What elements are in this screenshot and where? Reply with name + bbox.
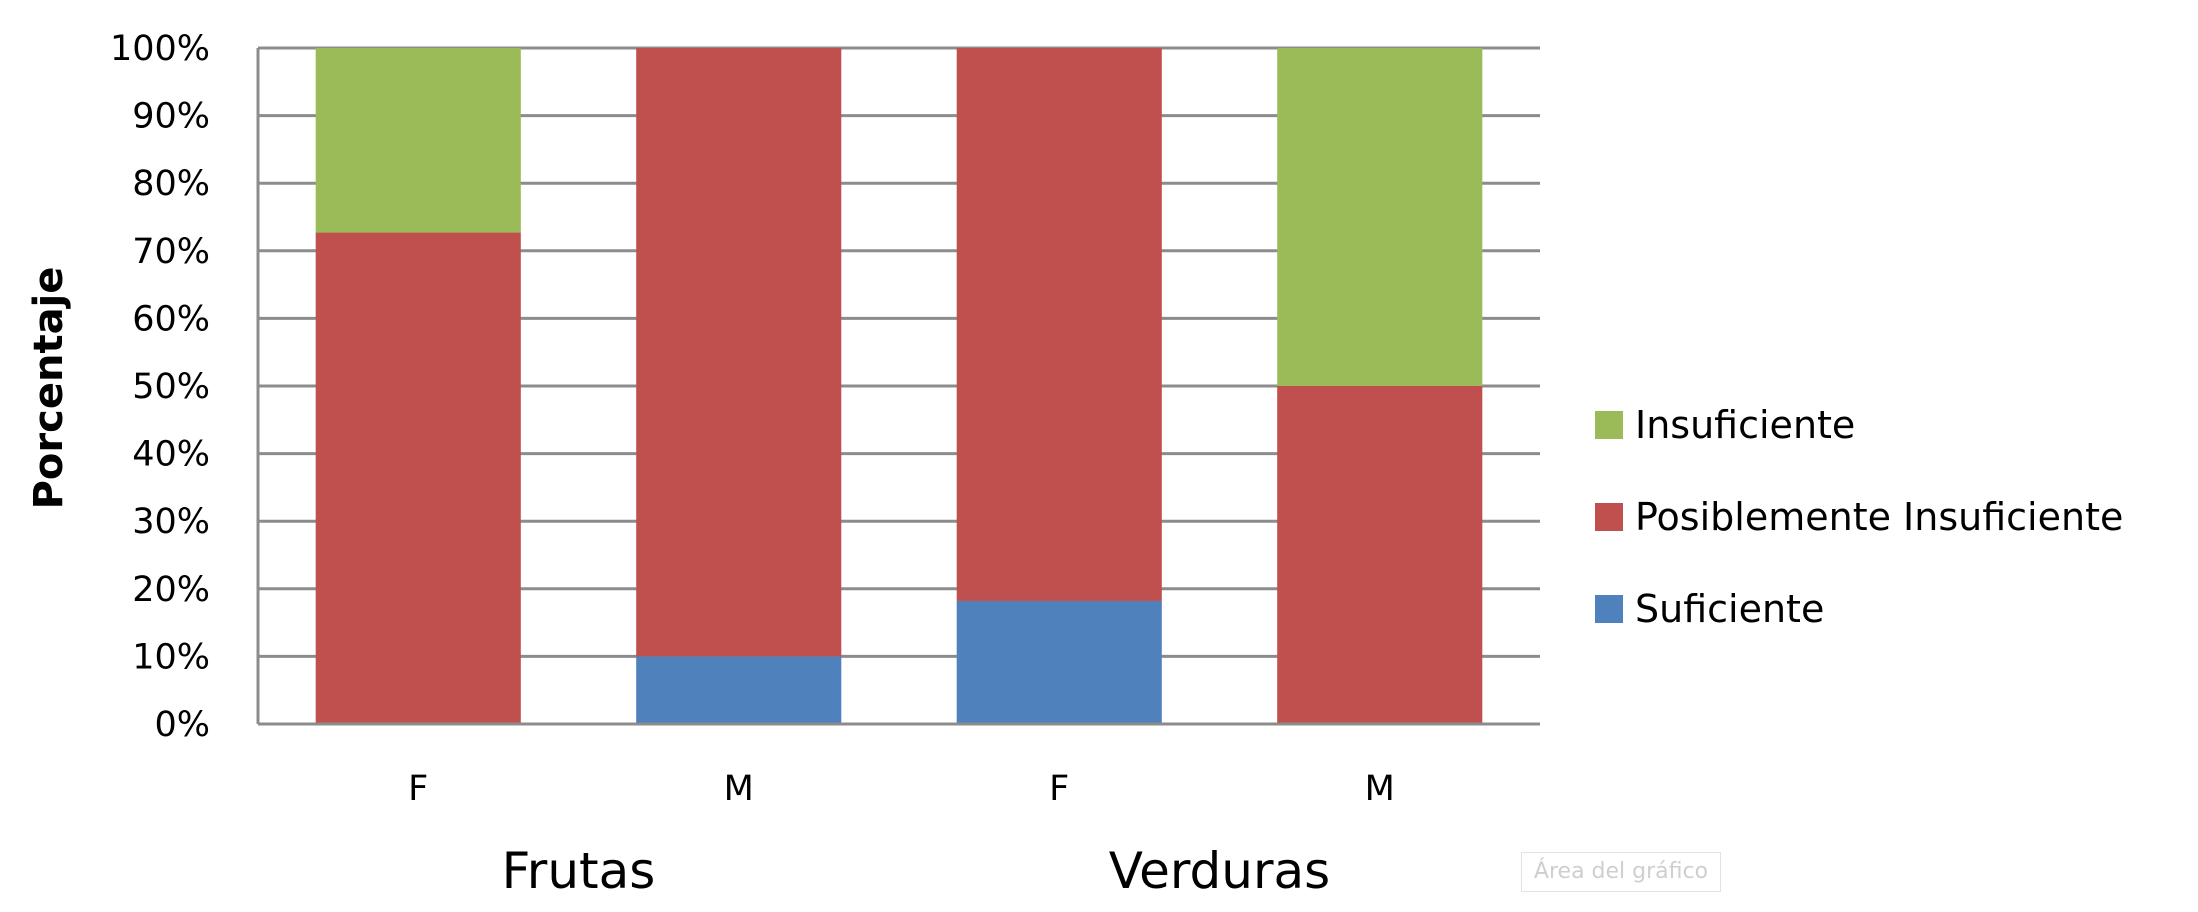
y-tick-label: 40% xyxy=(132,435,210,475)
bar-segment-suficiente xyxy=(636,656,842,724)
legend-label: Suficiente xyxy=(1635,587,1824,631)
x-group-label: Frutas xyxy=(502,842,656,900)
legend-swatch xyxy=(1595,595,1623,623)
y-tick-label: 70% xyxy=(132,232,210,272)
y-tick-label: 60% xyxy=(132,299,210,339)
bar-segment-posiblemente-insuficiente xyxy=(315,232,521,724)
bar-segment-insuficiente xyxy=(315,48,521,233)
y-tick-label: 20% xyxy=(132,570,210,610)
y-tick-label: 30% xyxy=(132,502,210,542)
y-tick-label: 10% xyxy=(132,637,210,677)
bar-segment-suficiente xyxy=(956,600,1162,724)
bar-segment-posiblemente-insuficiente xyxy=(636,48,842,657)
x-tick-label: M xyxy=(1365,769,1395,809)
x-group-label: Verduras xyxy=(1109,842,1330,900)
y-tick-label: 0% xyxy=(154,705,210,745)
axis-labels: 0% 10% 20% 30% 40% 50% 60% 70% 80% 90% 100% F M F M Fru… xyxy=(110,29,1395,900)
legend-swatch xyxy=(1595,503,1623,531)
bar-segment-posiblemente-insuficiente xyxy=(956,48,1162,601)
chart-area-tooltip: Área del gráfico xyxy=(1521,852,1721,892)
y-tick-label: 100% xyxy=(110,29,210,69)
legend-label: Insuficiente xyxy=(1635,403,1855,447)
legend: Insuficiente Posiblemente Insuficiente Suf… xyxy=(1595,403,2123,631)
x-tick-label: F xyxy=(1049,769,1069,809)
bars xyxy=(315,48,1483,724)
y-axis-title: Porcentaje xyxy=(26,267,72,510)
legend-swatch xyxy=(1595,411,1623,439)
bar-segment-posiblemente-insuficiente xyxy=(1277,386,1483,724)
axes xyxy=(256,48,1540,726)
bar-segment-insuficiente xyxy=(1277,48,1483,386)
x-tick-label: F xyxy=(408,769,428,809)
x-tick-label: M xyxy=(724,769,754,809)
y-tick-label: 50% xyxy=(132,367,210,407)
y-tick-label: 90% xyxy=(132,97,210,137)
y-tick-label: 80% xyxy=(132,164,210,204)
legend-label: Posiblemente Insuficiente xyxy=(1635,495,2123,539)
